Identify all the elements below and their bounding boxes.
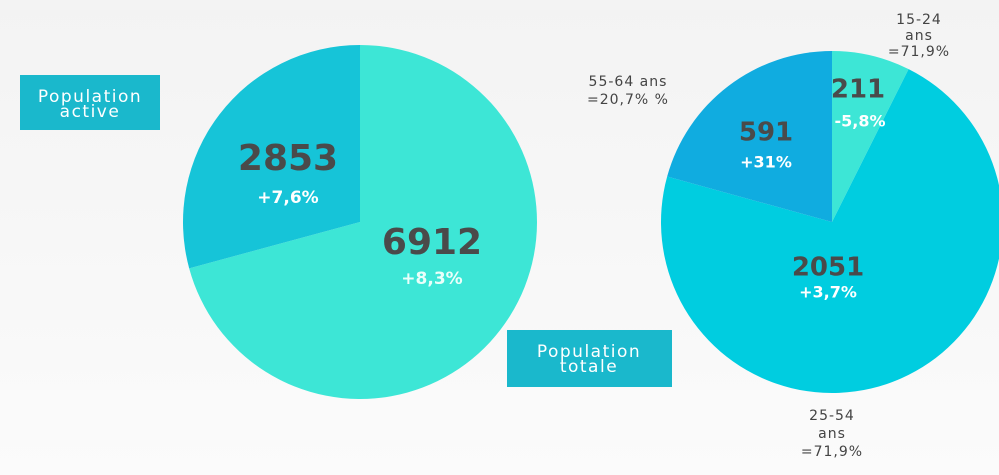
pie-slice [832, 51, 909, 222]
category-label: Population [38, 87, 142, 107]
slice-value: 6912 [382, 222, 482, 263]
slice-value: 591 [739, 118, 793, 148]
category-label: active [60, 102, 121, 122]
pie-slice [667, 51, 832, 222]
label-box [507, 330, 672, 387]
slice-change: +31% [740, 153, 792, 172]
category-label: =71,9% [801, 444, 863, 460]
category-label: =20,7% % [587, 92, 669, 108]
pie-slice [661, 69, 999, 393]
category-label: =71,9% [888, 44, 950, 60]
category-label: 15-24 [896, 12, 942, 28]
pie-slice [183, 45, 360, 269]
slice-value: 211 [831, 75, 885, 105]
category-label: ans [818, 426, 846, 442]
slice-value: 2051 [792, 253, 864, 283]
pie-slice [189, 45, 538, 399]
label-box [20, 75, 160, 130]
category-label: totale [560, 357, 618, 377]
slice-change: +7,6% [257, 188, 318, 208]
pie-chart: 211-5,8%2051+3,7%591+31%15-24ans=71,9%25… [587, 12, 999, 460]
slice-change: +3,7% [799, 283, 857, 302]
category-label: Population [537, 342, 641, 362]
slice-change: +8,3% [401, 269, 462, 289]
slice-value: 2853 [238, 138, 338, 179]
category-label: 55-64 ans [589, 74, 668, 90]
category-label: 25-54 [809, 408, 855, 424]
pie-chart: 6912+8,3%2853+7,6%PopulationtotalePopula… [20, 45, 672, 399]
slice-change: -5,8% [834, 112, 885, 131]
category-label: ans [905, 28, 933, 44]
